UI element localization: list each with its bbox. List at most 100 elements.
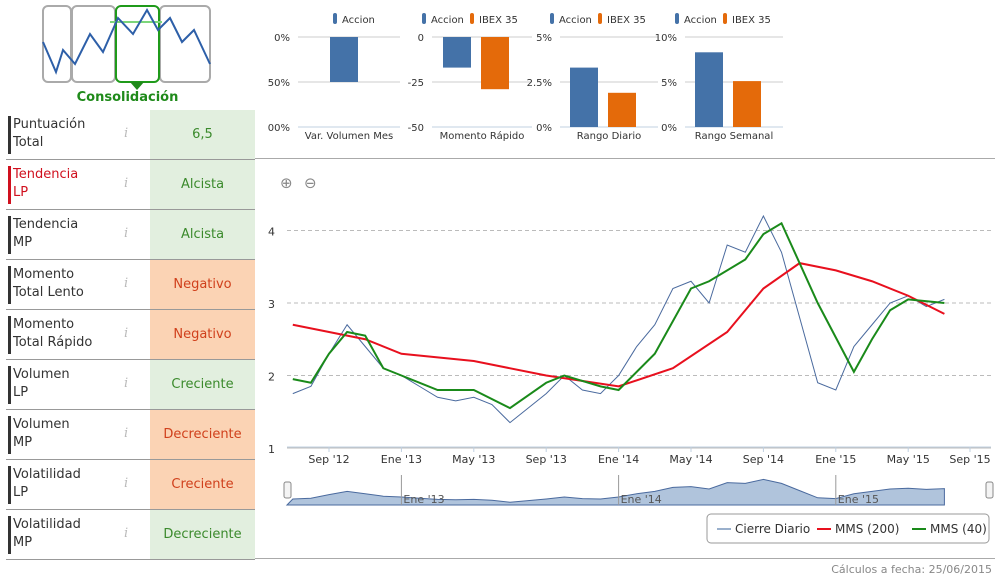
legend-label: Accion bbox=[684, 15, 717, 26]
bar bbox=[443, 37, 471, 68]
bar bbox=[608, 92, 636, 127]
info-icon[interactable]: i bbox=[124, 176, 129, 191]
indicator-row: Volumen LP i Creciente bbox=[6, 360, 255, 410]
indicator-value: Decreciente bbox=[150, 510, 255, 559]
indicator-row: Tendencia LP i Alcista bbox=[6, 160, 255, 210]
legend-marker bbox=[598, 13, 602, 24]
x-tick-label: Ene '15 bbox=[815, 453, 856, 466]
chart-title: Rango Diario bbox=[577, 131, 641, 142]
zoom-out-icon[interactable]: ⊖ bbox=[304, 174, 317, 192]
y-tick-label: 0% bbox=[536, 123, 552, 134]
indicator-label: Volumen LP bbox=[13, 367, 70, 400]
y-tick-label: -25 bbox=[408, 78, 424, 89]
x-tick-label: Sep '15 bbox=[949, 453, 990, 466]
indicator-value: 6,5 bbox=[150, 110, 255, 159]
y-tick-label: 5% bbox=[661, 78, 677, 89]
legend-marker bbox=[470, 13, 474, 24]
legend-item[interactable]: MMS (40) bbox=[930, 522, 987, 536]
bar bbox=[330, 37, 358, 82]
footer-divider bbox=[255, 558, 995, 559]
row-marker bbox=[8, 466, 11, 504]
legend-label: IBEX 35 bbox=[479, 15, 518, 26]
legend-marker bbox=[333, 13, 337, 24]
y-tick-label: 5% bbox=[536, 33, 552, 44]
row-marker bbox=[8, 366, 11, 404]
mini-bar-chart: Accion IBEX 35 10% 5% 0% Rango Semanal bbox=[655, 13, 783, 142]
consolidation-pattern-icon bbox=[42, 5, 211, 90]
x-tick-label: May '13 bbox=[452, 453, 495, 466]
legend-label: Accion bbox=[559, 15, 592, 26]
bar bbox=[695, 52, 723, 127]
y-tick-label: 4 bbox=[268, 226, 275, 239]
indicator-value: Decreciente bbox=[150, 410, 255, 459]
indicator-row: Volumen MP i Decreciente bbox=[6, 410, 255, 460]
y-tick-label: 0 bbox=[418, 33, 424, 44]
navigator-tick-label: Ene '13 bbox=[403, 493, 444, 506]
bar bbox=[481, 37, 509, 90]
info-icon[interactable]: i bbox=[124, 226, 129, 241]
indicator-row: Momento Total Rápido i Negativo bbox=[6, 310, 255, 360]
navigator-tick-label: Ene '14 bbox=[621, 493, 662, 506]
row-marker bbox=[8, 116, 11, 154]
pattern-label: Consolidación bbox=[76, 90, 179, 105]
navigator-handle[interactable] bbox=[985, 481, 994, 499]
indicator-label: Tendencia LP bbox=[13, 167, 79, 200]
legend-marker bbox=[550, 13, 554, 24]
info-icon[interactable]: i bbox=[124, 526, 129, 541]
x-tick-label: Sep '13 bbox=[526, 453, 567, 466]
legend-item[interactable]: MMS (200) bbox=[835, 522, 899, 536]
navigator-handle[interactable] bbox=[283, 481, 292, 499]
indicator-row: Momento Total Lento i Negativo bbox=[6, 260, 255, 310]
row-marker bbox=[8, 316, 11, 354]
divider bbox=[255, 158, 995, 159]
y-tick-label: 2 bbox=[268, 371, 275, 384]
indicator-label: Momento Total Rápido bbox=[13, 317, 93, 350]
bar bbox=[570, 67, 598, 127]
zoom-in-icon[interactable]: ⊕ bbox=[280, 174, 293, 192]
info-icon[interactable]: i bbox=[124, 126, 129, 141]
legend-marker bbox=[675, 13, 679, 24]
legend-item[interactable]: Cierre Diario bbox=[735, 522, 810, 536]
info-icon[interactable]: i bbox=[124, 476, 129, 491]
indicator-value: Negativo bbox=[150, 310, 255, 359]
legend-label: Accion bbox=[342, 15, 375, 26]
legend-label: IBEX 35 bbox=[607, 15, 646, 26]
mini-bar-chart: Accion IBEX 35 0 -25 -50 Momento Rápido bbox=[408, 13, 532, 142]
indicator-panel: Consolidación Puntuación Total i 6,5 Tend… bbox=[0, 0, 255, 560]
indicator-row: Volatilidad MP i Decreciente bbox=[6, 510, 255, 560]
series-mms200 bbox=[292, 262, 945, 388]
mini-bar-chart: Accion IBEX 35 5% 2.5% 0% Rango Diario bbox=[527, 13, 658, 142]
y-tick-label: 2.5% bbox=[527, 78, 552, 89]
series-mms40 bbox=[292, 221, 945, 410]
indicator-label: Volatilidad MP bbox=[13, 517, 81, 550]
row-marker bbox=[8, 266, 11, 304]
indicator-label: Volumen MP bbox=[13, 417, 70, 450]
y-tick-label: 0% bbox=[661, 123, 677, 134]
info-icon[interactable]: i bbox=[124, 326, 129, 341]
row-marker bbox=[8, 416, 11, 454]
legend-marker bbox=[723, 13, 727, 24]
info-icon[interactable]: i bbox=[124, 426, 129, 441]
indicator-row: Tendencia MP i Alcista bbox=[6, 210, 255, 260]
info-icon[interactable]: i bbox=[124, 276, 129, 291]
indicator-label: Tendencia MP bbox=[13, 217, 79, 250]
chart-title: Momento Rápido bbox=[440, 130, 525, 142]
info-icon[interactable]: i bbox=[124, 376, 129, 391]
y-tick-label: -50% bbox=[268, 78, 290, 89]
indicator-value: Creciente bbox=[150, 360, 255, 409]
legend-label: IBEX 35 bbox=[732, 15, 771, 26]
chart-title: Rango Semanal bbox=[695, 131, 773, 142]
y-tick-label: 1 bbox=[268, 443, 275, 456]
row-marker bbox=[8, 516, 11, 554]
navigator-series bbox=[285, 478, 945, 506]
mini-bar-chart: Accion 0% -50% -100% Var. Volumen Mes bbox=[268, 13, 400, 142]
series-close bbox=[292, 214, 945, 424]
legend-label: Accion bbox=[431, 15, 464, 26]
price-chart[interactable]: 1 2 3 4 Sep '12 Ene '13 May '13 Sep '13 Ene '14 M… bbox=[255, 160, 996, 555]
x-tick-label: May '14 bbox=[669, 453, 712, 466]
legend: Cierre Diario MMS (200) MMS (40) bbox=[706, 513, 990, 544]
indicator-value: Negativo bbox=[150, 260, 255, 309]
indicator-row: Puntuación Total i 6,5 bbox=[6, 110, 255, 160]
indicator-label: Momento Total Lento bbox=[13, 267, 84, 300]
x-tick-label: Sep '14 bbox=[743, 453, 784, 466]
